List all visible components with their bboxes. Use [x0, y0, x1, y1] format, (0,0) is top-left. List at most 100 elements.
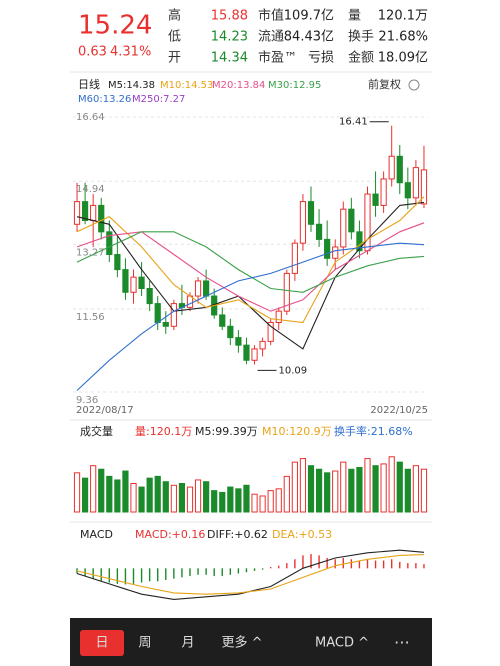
- candle-body: [299, 201, 307, 244]
- indicator-menu[interactable]: MACD ^: [315, 636, 369, 651]
- candle-body: [170, 303, 177, 327]
- stat-value: 14.34: [211, 51, 248, 66]
- volume-bar: [412, 465, 419, 513]
- high-label: 16.41: [339, 117, 368, 128]
- ma-line: [76, 201, 425, 350]
- candle-body: [73, 201, 81, 225]
- candle-body: [372, 193, 379, 206]
- macd-label: MACD:+0.16: [135, 528, 205, 541]
- volume-bar: [106, 475, 113, 513]
- candle-body: [307, 201, 315, 225]
- volume-bar: [73, 472, 81, 513]
- volume-bar: [82, 477, 89, 513]
- candle-body: [227, 325, 234, 339]
- period: 日线: [78, 77, 100, 91]
- volume-bar: [130, 483, 137, 513]
- candle-body: [315, 223, 323, 240]
- ma-label: M10:14.53: [160, 80, 213, 91]
- stat-label: 量: [348, 9, 361, 24]
- stat-value: 18.09亿: [378, 51, 428, 66]
- candle-body: [396, 155, 403, 184]
- macd-label: DIFF:+0.62: [207, 528, 268, 541]
- volume-bar: [114, 479, 121, 513]
- active-tab: [80, 630, 124, 656]
- volume-bar: [259, 495, 266, 513]
- volume-bar: [178, 483, 186, 513]
- volume-bar: [90, 465, 97, 513]
- tab[interactable]: 月: [181, 636, 194, 651]
- volume-bar: [307, 465, 315, 513]
- volume-bar: [194, 479, 202, 513]
- tab[interactable]: 周: [138, 636, 151, 651]
- candle-body: [404, 182, 411, 199]
- low-label: 10.09: [279, 365, 308, 376]
- y-tick-label: 16.64: [76, 112, 105, 123]
- volume-bar: [332, 470, 339, 513]
- candle-body: [194, 280, 202, 297]
- candle-body: [90, 204, 97, 222]
- volume-label: M5:99.39万: [195, 425, 258, 438]
- volume-bar: [251, 493, 258, 513]
- ma-label: M30:12.95: [268, 80, 321, 91]
- volume-bar: [227, 486, 234, 513]
- candle-body: [122, 269, 129, 293]
- stat-label: 低: [168, 30, 181, 45]
- diff-line: [76, 549, 425, 600]
- volume-bar: [162, 481, 169, 513]
- candle-body: [243, 344, 250, 361]
- volume-bar: [243, 484, 250, 513]
- ma-label: M60:13.26: [78, 94, 131, 105]
- price: 15.24: [78, 11, 152, 41]
- volume-label: 量:120.1万: [135, 425, 192, 438]
- tab[interactable]: 日: [95, 636, 108, 651]
- volume-bar: [275, 488, 282, 513]
- date-start: 2022/08/17: [76, 405, 134, 416]
- stat-value: 21.68%: [378, 30, 428, 45]
- volume-bar: [324, 472, 331, 513]
- candle-body: [275, 310, 282, 323]
- change: 0.63: [78, 45, 107, 60]
- volume-bar: [219, 491, 226, 513]
- change-pct: 4.31%: [110, 45, 151, 60]
- candle-body: [388, 155, 395, 180]
- volume-bar: [299, 458, 307, 513]
- candle-body: [106, 231, 113, 255]
- y-tick-label: 9.36: [76, 395, 98, 406]
- dea-line: [76, 554, 425, 595]
- volume-bar: [211, 490, 218, 513]
- macd-title[interactable]: MACD: [80, 528, 113, 541]
- candle-body: [259, 340, 266, 350]
- stat-label: 开: [168, 51, 181, 66]
- tab[interactable]: 更多 ^: [221, 635, 262, 651]
- volume-bar: [203, 481, 210, 513]
- adjust[interactable]: 前复权: [368, 77, 401, 91]
- volume-bar: [122, 470, 129, 513]
- candle-body: [324, 238, 331, 259]
- ma-line: [76, 231, 425, 293]
- volume-bar: [315, 468, 323, 513]
- settings-icon[interactable]: [408, 79, 420, 91]
- candle-body: [251, 348, 258, 361]
- stat-value: 120.1万: [378, 9, 428, 24]
- stat-value: 15.88: [211, 9, 248, 24]
- ma-label: M5:14.38: [108, 80, 155, 91]
- y-tick-label: 14.94: [76, 184, 105, 195]
- candle-body: [130, 276, 137, 293]
- ma-line: [76, 242, 425, 391]
- volume-bar: [154, 475, 161, 513]
- stat-label: 市盈™: [258, 50, 297, 66]
- volume-bar: [348, 468, 355, 513]
- macd-label: DEA:+0.53: [272, 528, 332, 541]
- volume-bar: [291, 461, 298, 513]
- candle-body: [380, 178, 387, 206]
- stat-label: 换手: [348, 30, 374, 45]
- candle-body: [203, 280, 210, 297]
- panel: [70, 0, 432, 666]
- more-menu[interactable]: ⋯: [394, 633, 410, 652]
- stat-value: 亏损: [308, 51, 334, 66]
- candle-body: [114, 254, 121, 271]
- candle-body: [219, 314, 226, 327]
- volume-title[interactable]: 成交量: [80, 424, 113, 438]
